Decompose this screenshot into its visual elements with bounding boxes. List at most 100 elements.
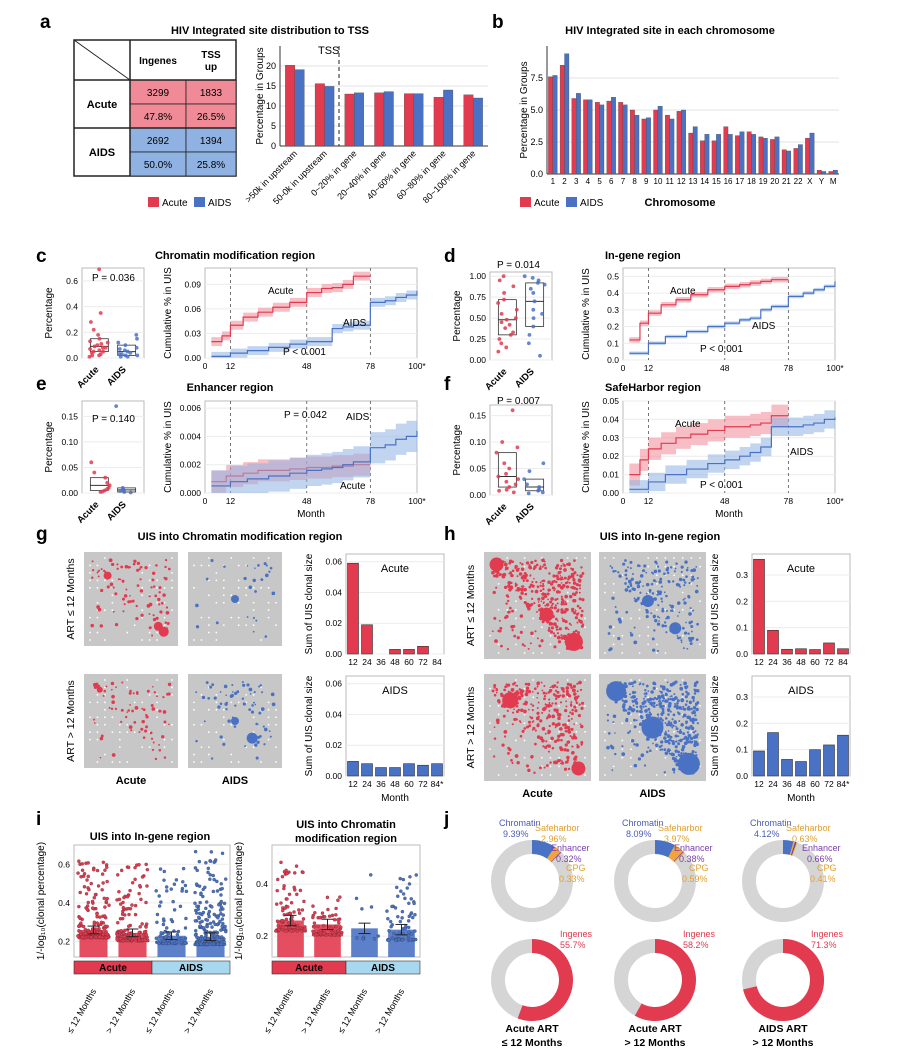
acute-early-dotplot-point bbox=[553, 634, 557, 638]
clone-point bbox=[387, 929, 391, 933]
clone-point bbox=[355, 936, 359, 940]
aids-early-dotplot-point bbox=[658, 620, 660, 622]
y-axis-label: Percentage bbox=[452, 290, 463, 342]
clone-point bbox=[406, 919, 411, 923]
acute-ci-band bbox=[629, 404, 789, 486]
aids-early-dotplot-grid-dot bbox=[690, 583, 693, 585]
aids-late-dotplot-grid-dot bbox=[621, 756, 624, 759]
acute-bar bbox=[344, 93, 355, 147]
acute-point bbox=[510, 408, 515, 413]
clone-point bbox=[105, 896, 109, 901]
acute-late-dotplot-point bbox=[515, 684, 518, 687]
aids-late-dotplot-point bbox=[633, 763, 638, 768]
aids-early-dotplot-point bbox=[612, 569, 615, 573]
acute-early-dotplot-point bbox=[561, 617, 564, 620]
table-cell bbox=[185, 151, 237, 177]
acute-late-dotplot-point bbox=[565, 705, 568, 708]
acute-early-dotplot-point bbox=[164, 577, 168, 581]
aids-early-dotplot-point bbox=[692, 609, 695, 612]
acute-early-dotplot-point bbox=[97, 607, 102, 612]
acute-early-dotplot-grid-dot bbox=[156, 639, 158, 641]
acute-late-dotplot-point bbox=[149, 731, 153, 735]
acute-early-dotplot-point bbox=[571, 607, 575, 612]
aids-late-dotplot-point bbox=[686, 731, 690, 734]
acute-early-dotplot-point bbox=[577, 631, 580, 634]
acute-early-dotplot-point bbox=[168, 567, 171, 571]
acute-late-dotplot-point bbox=[566, 758, 570, 762]
acute-early-dotplot-point bbox=[563, 610, 567, 614]
acute-late-dotplot-grid-dot bbox=[549, 765, 552, 768]
clone-point bbox=[206, 870, 210, 875]
acute-late-dotplot-grid-dot bbox=[515, 739, 517, 742]
aids-late-dotplot-grid-dot bbox=[252, 694, 255, 696]
aids-late-dotplot-point bbox=[635, 701, 639, 705]
clone-point bbox=[312, 921, 317, 925]
acute-early-dotplot-point bbox=[527, 606, 531, 611]
acute-early-dotplot-point bbox=[536, 585, 539, 588]
x-tick-label: 72 bbox=[824, 657, 834, 667]
aids-early-dotplot-clone-blob bbox=[231, 595, 239, 603]
aids-early-dotplot-point bbox=[618, 620, 622, 624]
acute-late-dotplot-grid-dot bbox=[89, 716, 91, 719]
clone-point bbox=[122, 895, 126, 900]
acute-late-dotplot-grid-dot bbox=[118, 731, 121, 734]
acute-point bbox=[504, 471, 508, 476]
x-tick-label: 6 bbox=[609, 177, 614, 186]
acute-early-dotplot-point bbox=[565, 585, 570, 589]
y-tick-label: 0.09 bbox=[184, 279, 201, 289]
aids-early-dotplot-point bbox=[624, 559, 627, 562]
aids-late-dotplot-grid-dot bbox=[664, 774, 667, 776]
acute-early-dotplot-point bbox=[548, 621, 552, 625]
acute-early-dotplot-point bbox=[157, 597, 161, 602]
acute-late-dotplot-point bbox=[544, 745, 548, 750]
aids-early-dotplot-point bbox=[652, 579, 656, 582]
acute-early-dotplot-point bbox=[580, 613, 584, 617]
clone-point bbox=[205, 942, 209, 946]
acute-early-dotplot-point bbox=[505, 602, 508, 605]
aids-late-dotplot-point bbox=[669, 710, 672, 713]
aids-late-dotplot-point bbox=[670, 752, 674, 757]
panel-d-title: In-gene region bbox=[605, 250, 681, 262]
acute-late-dotplot-point bbox=[559, 694, 562, 697]
x-tick-label: 36 bbox=[782, 657, 792, 667]
aids-early-dotplot-grid-dot bbox=[193, 564, 195, 567]
acute-early-dotplot-point bbox=[520, 587, 524, 592]
acute-point bbox=[87, 354, 92, 359]
aids-early-dotplot-point bbox=[625, 610, 629, 614]
clone-point bbox=[369, 905, 374, 909]
aids-early-dotplot-point bbox=[630, 577, 634, 581]
aids-late-dotplot-grid-dot bbox=[222, 708, 225, 711]
aids-early-dotplot-point bbox=[659, 577, 663, 581]
acute-point bbox=[99, 341, 104, 346]
aids-late-dotplot-point bbox=[246, 683, 250, 687]
acute-early-dotplot-grid-dot bbox=[141, 616, 144, 619]
clone-point bbox=[298, 888, 303, 893]
region-donut-1-cpg-segment bbox=[673, 851, 685, 863]
clone-point bbox=[224, 877, 228, 881]
aids-late-dotplot-point bbox=[669, 725, 672, 727]
clone-point bbox=[133, 903, 138, 908]
aids-late-dotplot-point bbox=[241, 697, 245, 700]
acute-early-dotplot-point bbox=[108, 558, 113, 563]
aids-late-dotplot-point bbox=[614, 732, 616, 734]
acute-point bbox=[96, 332, 101, 337]
acute-late-dotplot-grid-dot bbox=[96, 694, 99, 696]
month-bar bbox=[389, 649, 401, 655]
aids-late-dotplot-point bbox=[234, 691, 238, 696]
clone-point bbox=[401, 892, 406, 896]
acute-late-dotplot-point bbox=[571, 745, 574, 748]
month-bar bbox=[809, 649, 821, 655]
acute-early-dotplot-grid-dot bbox=[532, 634, 535, 637]
aids-late-dotplot-grid-dot bbox=[630, 722, 632, 725]
acute-late-dotplot-point bbox=[129, 704, 131, 706]
acute-late-dotplot-point bbox=[503, 688, 507, 692]
plot-frame bbox=[81, 267, 145, 359]
acute-late-dotplot-point bbox=[567, 715, 570, 718]
group-label: ≤ 12 Months bbox=[65, 987, 99, 1035]
acute-early-dotplot-point bbox=[509, 606, 512, 610]
aids-bar bbox=[774, 136, 780, 175]
aids-late-dotplot-point bbox=[255, 756, 259, 760]
acute-early-dotplot-point bbox=[578, 575, 582, 578]
acute-early-dotplot-point bbox=[516, 575, 519, 578]
acute-early-dotplot-point bbox=[570, 574, 575, 579]
